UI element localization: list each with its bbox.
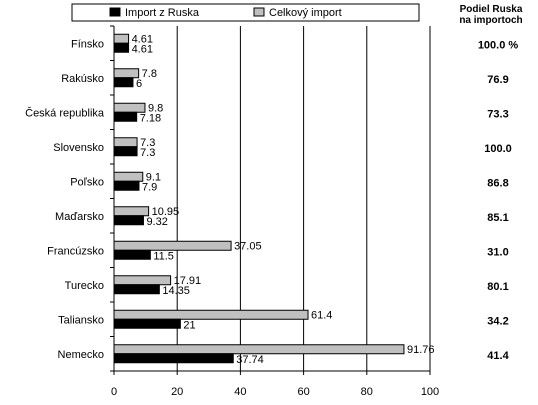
share-value: 86.8 [487,177,508,189]
category-label: Nemecko [58,349,104,361]
data-label-import-z-ruska: 7.18 [140,112,161,124]
data-label-celkovy-import: 7.8 [142,68,157,80]
data-label-import-z-ruska: 11.5 [153,250,174,262]
data-label-import-z-ruska: 14.35 [162,285,190,297]
data-label-celkovy-import: 61.4 [311,309,332,321]
data-label-import-z-ruska: 4.61 [132,43,153,55]
share-value: 73.3 [487,108,508,120]
data-label-import-z-ruska: 37.74 [236,354,264,366]
data-label-celkovy-import: 9.8 [148,102,163,114]
data-label-celkovy-import: 4.61 [132,33,153,45]
category-label: Fínsko [71,38,104,50]
bar-celkovy-import [113,102,146,113]
category-label: Taliansko [58,314,104,326]
bar-import-z-ruska [113,284,160,295]
bar-import-z-ruska [113,353,234,364]
bar-import-z-ruska [113,318,181,329]
legend-swatch-celkovy-import [253,7,265,17]
data-label-import-z-ruska: 6 [136,78,142,90]
share-value: 31.0 [487,246,508,258]
bar-celkovy-import [113,171,144,182]
legend-label-import-z-ruska: Import z Ruska [125,7,200,19]
share-value: 100.0 [484,143,512,155]
share-value: 85.1 [487,212,508,224]
category-label: Turecko [65,280,104,292]
legend-label-celkovy-import: Celkový import [269,7,342,19]
share-title-line1: Podiel Ruska [460,4,523,15]
data-label-celkovy-import: 17.91 [174,275,202,287]
legend-swatch-import-z-ruska [109,7,121,17]
share-value: 41.4 [487,350,509,362]
data-label-celkovy-import: 10.95 [152,206,180,218]
category-label: Francúzsko [47,245,104,257]
bar-celkovy-import [113,344,405,355]
x-tick-label: 0 [111,386,117,398]
bar-celkovy-import [113,309,309,320]
bar-import-z-ruska [113,215,144,226]
data-label-celkovy-import: 9.1 [146,171,161,183]
legend [71,3,420,22]
data-label-celkovy-import: 7.3 [140,137,155,149]
bar-import-z-ruska [113,180,140,191]
bar-import-z-ruska [113,77,134,88]
data-label-celkovy-import: 91.76 [407,344,435,356]
share-value: 34.2 [487,315,508,327]
data-label-import-z-ruska: 21 [183,319,195,331]
bar-celkovy-import [113,137,138,148]
bar-celkovy-import [113,206,150,217]
share-title-line2: na importoch [459,15,522,26]
data-label-import-z-ruska: 7.3 [140,147,155,159]
data-label-import-z-ruska: 9.32 [146,216,167,228]
category-label: Poľsko [70,176,104,188]
data-label-import-z-ruska: 7.9 [142,181,157,193]
x-tick-label: 60 [297,386,309,398]
bar-import-z-ruska [113,146,138,157]
bar-celkovy-import [113,275,172,286]
share-value: 76.9 [487,74,508,86]
x-tick-label: 80 [361,386,373,398]
bar-import-z-ruska [113,111,138,122]
category-label: Slovensko [53,142,104,154]
x-tick-label: 100 [421,386,439,398]
bar-celkovy-import [113,68,140,79]
data-label-celkovy-import: 37.05 [234,240,262,252]
bar-celkovy-import [113,240,232,251]
bar-import-z-ruska [113,249,151,260]
category-label: Maďarsko [55,211,104,223]
category-label: Rakúsko [61,73,104,85]
share-value: 80.1 [487,281,508,293]
bar-import-z-ruska [113,42,130,53]
x-tick-label: 20 [171,386,183,398]
share-value: 100.0 % [478,39,519,51]
x-tick-label: 40 [234,386,246,398]
bar-celkovy-import [113,33,130,44]
category-label: Česká republika [25,106,105,119]
